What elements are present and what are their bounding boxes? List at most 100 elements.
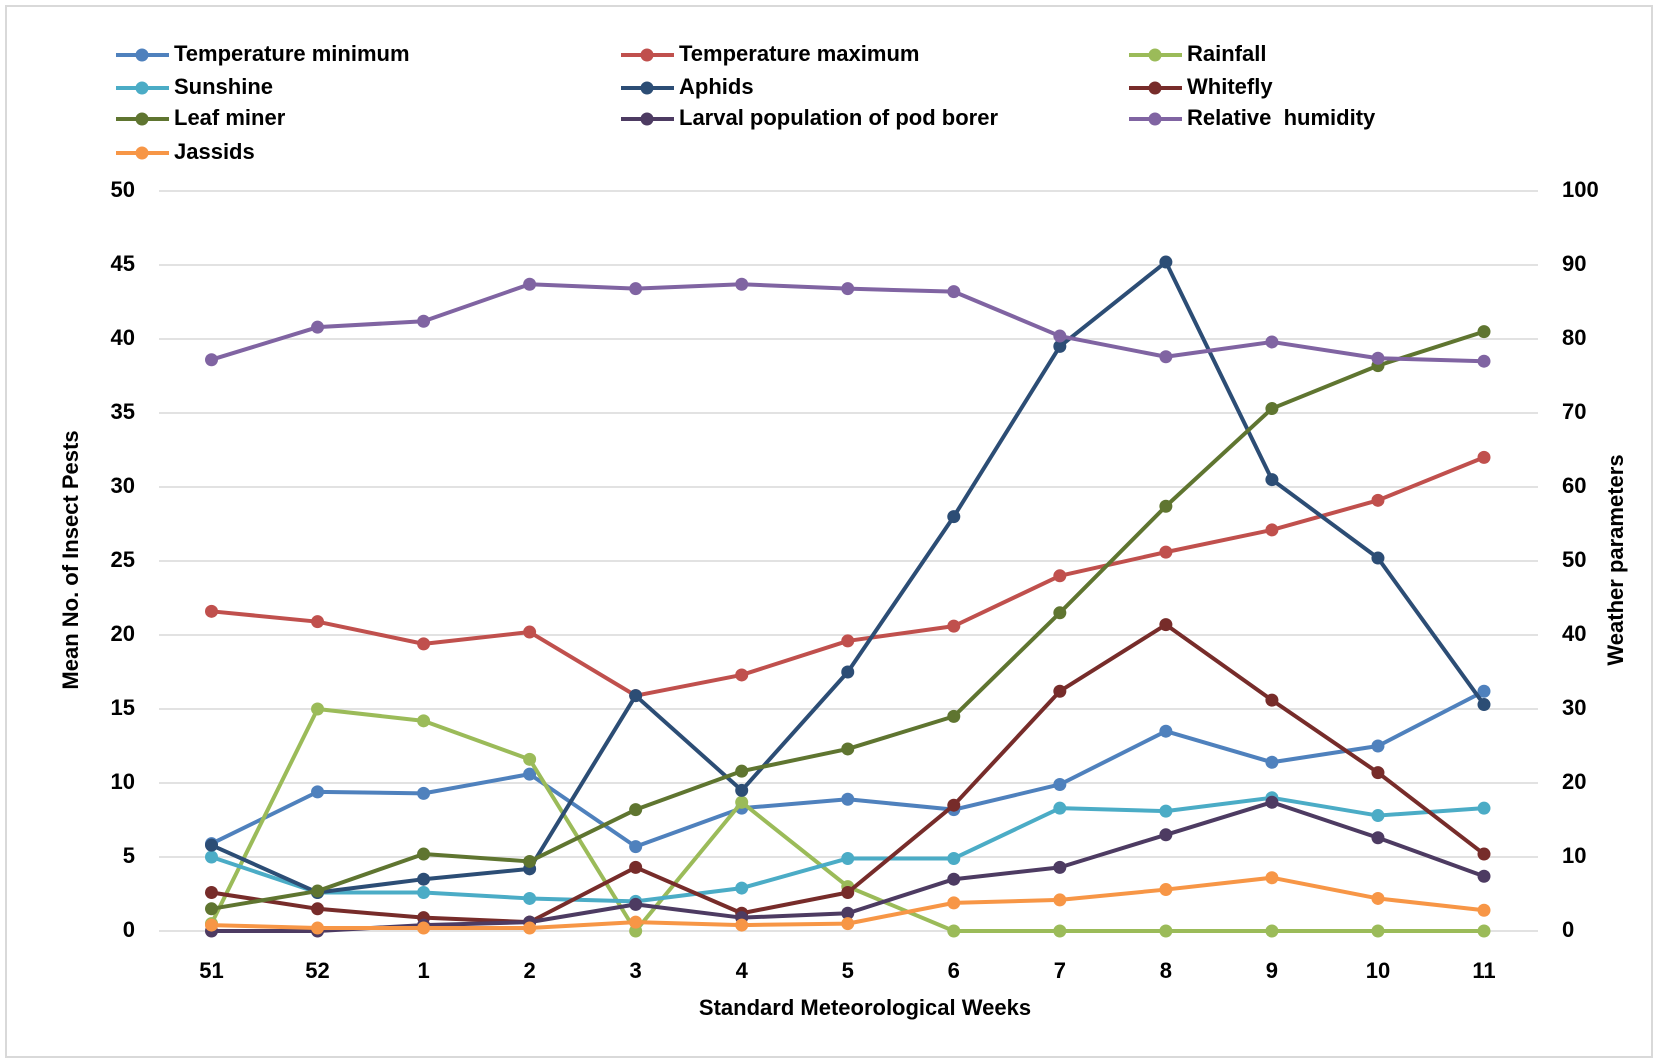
x-tick-label: 3 (630, 958, 642, 983)
data-point (735, 668, 749, 682)
data-point (841, 917, 855, 931)
data-point (841, 282, 855, 296)
x-tick-label: 11 (1472, 958, 1495, 983)
data-point (1053, 339, 1067, 353)
data-point (523, 891, 537, 905)
data-point (417, 847, 431, 861)
y-axis-title: Mean No. of Insect Pests (58, 430, 83, 689)
data-point (311, 320, 325, 334)
data-point (1159, 545, 1173, 559)
data-point (947, 619, 961, 633)
data-point (523, 277, 537, 291)
legend-label: Sunshine (174, 74, 273, 99)
data-point (1159, 618, 1173, 632)
data-point (1371, 809, 1385, 823)
data-point (629, 282, 643, 296)
x-tick-label: 2 (524, 958, 536, 983)
data-point (735, 881, 749, 895)
legend-label: Whitefly (1187, 74, 1273, 99)
data-point (629, 803, 643, 817)
data-point (417, 886, 431, 900)
data-point (205, 604, 218, 618)
y2-tick-label: 20 (1562, 769, 1586, 794)
x-tick-label: 5 (842, 958, 854, 983)
data-point (947, 510, 961, 524)
y2-tick-label: 50 (1562, 547, 1586, 572)
x-tick-label: 51 (199, 958, 223, 983)
data-point (1371, 891, 1385, 905)
data-point (841, 742, 855, 756)
data-point (629, 840, 643, 854)
data-point (1265, 402, 1279, 416)
data-point (205, 902, 218, 916)
data-point (523, 854, 537, 868)
data-point (523, 625, 537, 639)
data-point (735, 795, 749, 809)
legend-marker (1148, 81, 1162, 95)
y2-tick-label: 40 (1562, 621, 1586, 646)
data-point (205, 886, 218, 900)
legend-marker (135, 112, 149, 126)
y-tick-label: 35 (111, 399, 135, 424)
x-tick-label: 10 (1366, 958, 1390, 983)
data-point (1371, 739, 1385, 753)
data-point (205, 838, 218, 852)
data-point (205, 353, 218, 367)
legend-marker (640, 81, 654, 95)
data-point (1477, 903, 1491, 917)
legend-label: Leaf miner (174, 105, 286, 130)
data-point (1265, 924, 1279, 938)
legend-label: Temperature maximum (679, 41, 919, 66)
data-point (947, 924, 961, 938)
data-point (1265, 755, 1279, 769)
y2-tick-label: 70 (1562, 399, 1586, 424)
legend-marker (1148, 48, 1162, 62)
data-point (1477, 801, 1491, 815)
data-point (1159, 883, 1173, 897)
legend-marker (135, 81, 149, 95)
legend-marker (1148, 112, 1162, 126)
legend-label: Aphids (679, 74, 754, 99)
data-point (417, 872, 431, 886)
x-axis-title: Standard Meteorological Weeks (699, 995, 1031, 1020)
data-point (947, 798, 961, 812)
data-point (1265, 871, 1279, 885)
data-point (1053, 606, 1067, 620)
data-point (1265, 523, 1279, 537)
data-point (523, 752, 537, 766)
data-point (735, 764, 749, 778)
data-point (947, 851, 961, 865)
y-tick-label: 5 (123, 843, 135, 868)
y2-tick-label: 60 (1562, 473, 1586, 498)
y-tick-label: 20 (111, 621, 135, 646)
data-point (1265, 473, 1279, 487)
y-tick-label: 50 (111, 177, 135, 202)
data-point (1053, 860, 1067, 874)
y-tick-label: 40 (111, 325, 135, 350)
data-point (1053, 893, 1067, 907)
data-point (1477, 869, 1491, 883)
data-point (841, 886, 855, 900)
legend-label: Rainfall (1187, 41, 1266, 66)
data-point (1159, 828, 1173, 842)
data-point (735, 918, 749, 932)
data-point (1371, 766, 1385, 780)
data-point (1265, 693, 1279, 707)
data-point (1477, 924, 1491, 938)
data-point (1371, 831, 1385, 845)
y2-axis-title: Weather parameters (1603, 454, 1628, 665)
x-tick-label: 1 (417, 958, 429, 983)
y2-tick-label: 80 (1562, 325, 1586, 350)
data-point (841, 665, 855, 679)
legend-label: Relative humidity (1187, 105, 1376, 130)
data-point (311, 921, 325, 935)
data-point (1371, 551, 1385, 565)
data-point (1477, 354, 1491, 368)
x-tick-label: 7 (1054, 958, 1066, 983)
data-point (1265, 335, 1279, 349)
data-point (947, 285, 961, 299)
y-tick-label: 25 (111, 547, 135, 572)
data-point (735, 783, 749, 797)
data-point (1477, 684, 1491, 698)
